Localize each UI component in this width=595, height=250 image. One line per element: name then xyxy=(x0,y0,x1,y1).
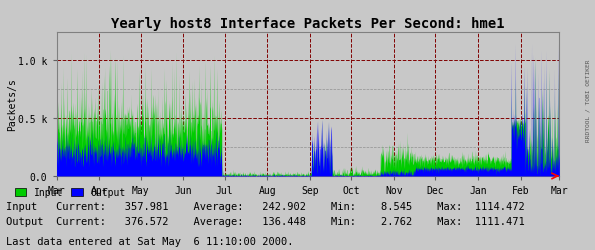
Text: RRDTOOL / TOBI OETIKER: RRDTOOL / TOBI OETIKER xyxy=(585,59,590,141)
Text: Input   Current:   357.981    Average:   242.902    Min:    8.545    Max:  1114.: Input Current: 357.981 Average: 242.902 … xyxy=(6,201,525,211)
Title: Yearly host8 Interface Packets Per Second: hme1: Yearly host8 Interface Packets Per Secon… xyxy=(111,18,505,31)
Text: Output  Current:   376.572    Average:   136.448    Min:    2.762    Max:  1111.: Output Current: 376.572 Average: 136.448… xyxy=(6,216,525,226)
Y-axis label: Packets/s: Packets/s xyxy=(7,78,17,131)
Legend: Input, Output: Input, Output xyxy=(11,184,130,201)
Text: Last data entered at Sat May  6 11:10:00 2000.: Last data entered at Sat May 6 11:10:00 … xyxy=(6,236,293,246)
